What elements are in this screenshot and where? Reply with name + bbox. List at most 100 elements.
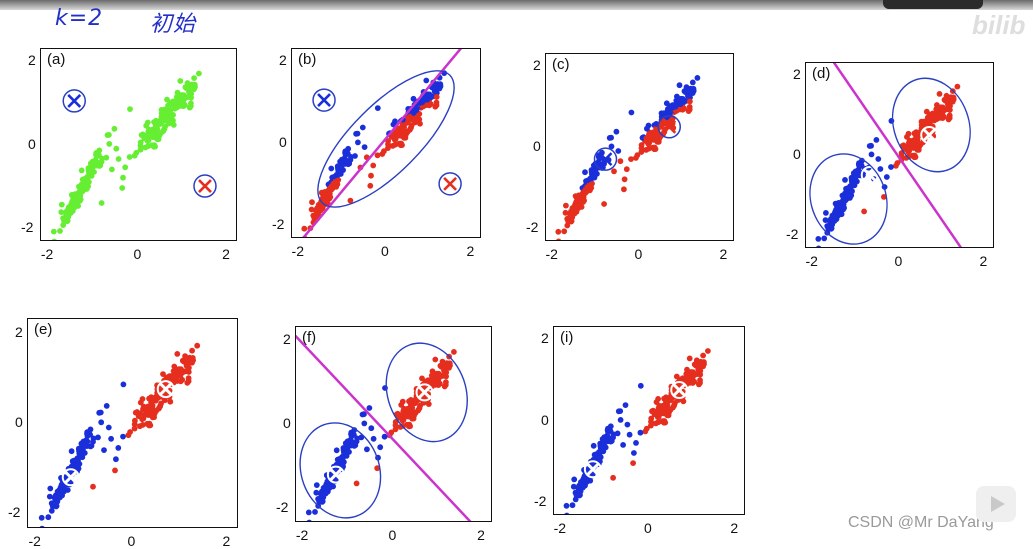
x-tick-label: 2 xyxy=(466,243,475,259)
data-point xyxy=(555,228,562,235)
data-point xyxy=(166,373,173,379)
data-point xyxy=(568,218,575,225)
data-point xyxy=(101,447,107,453)
data-point xyxy=(648,415,655,422)
data-point xyxy=(45,514,52,521)
data-point xyxy=(621,186,627,193)
data-point xyxy=(76,452,83,459)
data-point xyxy=(844,193,850,199)
panel-d: (d) xyxy=(805,62,994,248)
data-point xyxy=(78,167,85,174)
data-point xyxy=(166,108,173,115)
data-point xyxy=(90,483,96,490)
centroid-marker xyxy=(920,126,939,144)
decision-boundary xyxy=(296,334,472,521)
data-point xyxy=(53,503,60,509)
data-point xyxy=(645,145,652,152)
x-tick-label: 0 xyxy=(644,520,652,536)
data-point xyxy=(408,122,415,129)
data-point xyxy=(439,360,446,367)
data-point xyxy=(174,351,181,357)
data-point xyxy=(84,438,91,445)
data-point xyxy=(894,160,901,166)
data-point xyxy=(426,91,433,98)
data-point xyxy=(347,197,354,204)
y-tick-label: 2 xyxy=(541,330,549,347)
data-point xyxy=(147,422,154,429)
data-point xyxy=(840,204,846,211)
panel-c-plot xyxy=(555,75,701,240)
data-point xyxy=(875,156,882,162)
data-point xyxy=(105,424,112,431)
data-point xyxy=(98,419,105,426)
data-point xyxy=(361,420,368,427)
data-point xyxy=(563,502,570,509)
y-tick-label: 0 xyxy=(28,135,36,152)
data-point xyxy=(676,82,683,89)
data-point xyxy=(397,412,404,418)
data-point xyxy=(112,467,118,474)
data-point xyxy=(177,378,184,385)
data-point xyxy=(76,196,83,202)
data-point xyxy=(126,154,133,160)
data-point xyxy=(185,369,192,375)
bilibili-watermark: bilib xyxy=(972,10,1026,40)
y-tick-label: 0 xyxy=(541,411,549,428)
data-point xyxy=(90,163,96,169)
data-point xyxy=(683,86,690,93)
y-tick-label: 0 xyxy=(279,134,287,150)
data-point xyxy=(617,417,624,423)
data-point xyxy=(301,225,308,232)
data-point xyxy=(38,514,45,521)
handdrawn-cluster-circle xyxy=(809,153,888,245)
centroid-marker xyxy=(438,172,462,196)
panel-a: (a) xyxy=(40,48,237,241)
x-tick-label: -2 xyxy=(28,533,41,549)
data-point xyxy=(923,108,930,115)
centroid-marker xyxy=(312,88,336,112)
data-point xyxy=(564,512,570,514)
data-point xyxy=(883,174,890,180)
data-point xyxy=(442,382,449,388)
data-point xyxy=(868,151,875,158)
data-point xyxy=(663,100,670,107)
data-point xyxy=(430,371,437,377)
data-point xyxy=(815,236,822,242)
panel-f-plot xyxy=(296,334,472,521)
data-point xyxy=(51,238,57,240)
data-point xyxy=(926,120,933,126)
video-top-bar xyxy=(0,0,1033,10)
data-point xyxy=(881,194,887,200)
data-point xyxy=(579,480,586,487)
y-tick-label: 2 xyxy=(279,52,287,69)
data-point xyxy=(84,433,91,439)
data-point xyxy=(170,122,177,128)
data-point xyxy=(644,125,650,132)
data-point xyxy=(645,140,651,147)
data-point xyxy=(888,164,894,170)
data-point xyxy=(679,96,686,102)
data-point xyxy=(912,154,919,160)
x-tick-label: 2 xyxy=(477,527,485,543)
data-point xyxy=(153,133,160,140)
data-point xyxy=(903,143,910,150)
data-point xyxy=(417,402,423,409)
data-point xyxy=(687,98,693,105)
data-point xyxy=(680,398,687,405)
data-point xyxy=(596,455,603,461)
data-point xyxy=(563,202,569,209)
data-point xyxy=(413,107,419,114)
centroid-marker xyxy=(593,147,618,171)
data-point xyxy=(133,149,140,156)
data-point xyxy=(86,171,93,178)
data-point xyxy=(120,433,126,440)
data-point xyxy=(142,132,149,139)
data-point xyxy=(148,394,155,401)
panel-e: (e) xyxy=(27,318,238,528)
data-point xyxy=(170,98,176,105)
data-point xyxy=(634,152,641,158)
panel-f: (f) xyxy=(295,326,492,522)
data-point xyxy=(435,382,442,388)
panel-i-title: (i) xyxy=(560,329,574,346)
play-icon[interactable] xyxy=(976,486,1016,522)
